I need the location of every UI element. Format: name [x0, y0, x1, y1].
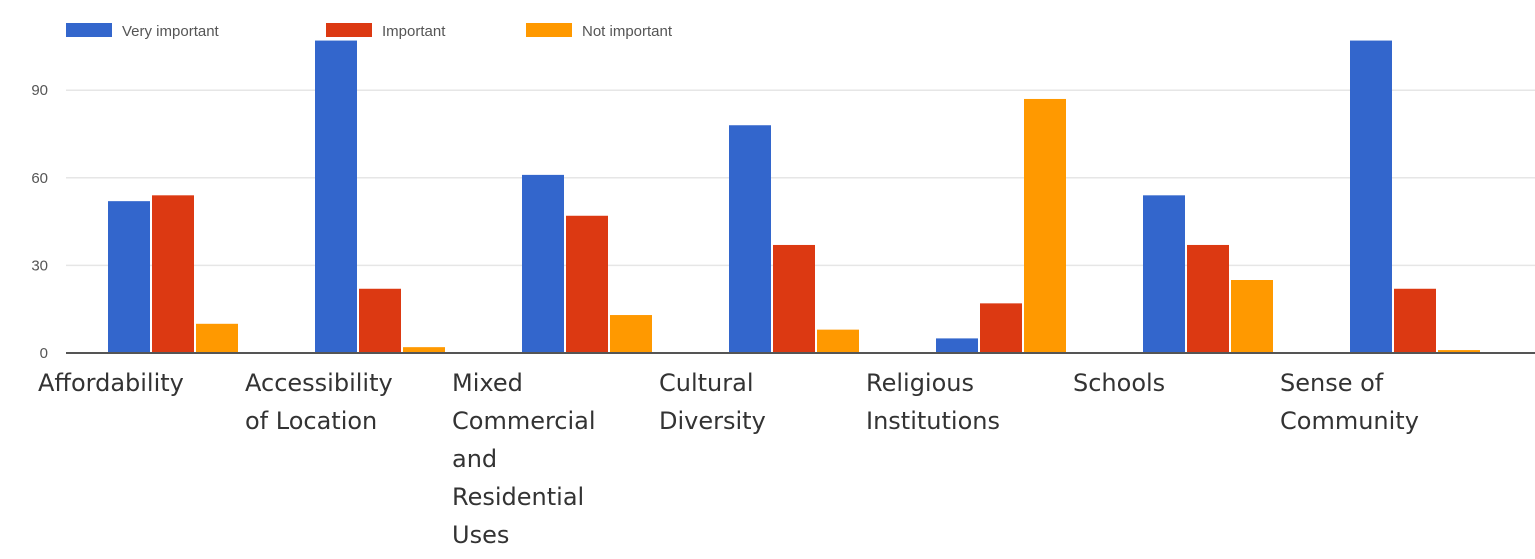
legend-item-important: Important: [326, 23, 446, 40]
category-label-accessibility-of-location: Accessibility of Location: [245, 369, 393, 435]
bar-cultural-diversity-very-important: [729, 125, 771, 354]
category-labels: Affordability Accessibility of Location Mix…: [38, 369, 1419, 549]
bar-sense-of-community-not-important: [1438, 350, 1480, 353]
category-label-schools: Schools: [1073, 369, 1165, 397]
category-label-affordability: Affordability: [38, 369, 184, 397]
legend-label: Not important: [582, 23, 673, 40]
bar-accessibility-of-location-not-important: [403, 347, 445, 353]
bars: [108, 40, 1480, 354]
bar-affordability-very-important: [108, 201, 150, 353]
y-tick-label: 60: [31, 170, 48, 187]
bar-religious-institutions-not-important: [1024, 98, 1066, 354]
bar-mixed-commercial-and-residential-uses-not-important: [610, 315, 652, 353]
category-label-cultural-diversity: Cultural Diversity: [659, 369, 766, 435]
bar-religious-institutions-important: [980, 303, 1022, 353]
bar-mixed-commercial-and-residential-uses-important: [566, 215, 608, 353]
bar-sense-of-community-very-important: [1350, 40, 1392, 354]
legend-label: Very important: [122, 23, 220, 40]
bar-accessibility-of-location-important: [359, 288, 401, 353]
y-axis-ticks: 0 30 60 90: [31, 82, 48, 362]
legend-label: Important: [382, 23, 446, 40]
bar-mixed-commercial-and-residential-uses-very-important: [522, 174, 564, 353]
y-tick-label: 90: [31, 82, 48, 99]
category-label-mixed-commercial-and-residential-uses: Mixed Commercial and Residential Uses: [452, 369, 596, 549]
bar-affordability-important: [152, 195, 194, 353]
y-tick-label: 30: [31, 257, 48, 274]
category-label-sense-of-community: Sense of Community: [1280, 369, 1419, 435]
legend-swatch: [526, 23, 572, 37]
bar-accessibility-of-location-very-important: [315, 40, 357, 354]
bar-cultural-diversity-not-important: [817, 329, 859, 353]
bar-schools-very-important: [1143, 195, 1185, 353]
legend-item-not-important: Not important: [526, 23, 673, 40]
bar-schools-important: [1187, 244, 1229, 353]
legend: Very important Important Not important: [66, 23, 673, 40]
y-tick-label: 0: [40, 345, 48, 362]
legend-swatch: [326, 23, 372, 37]
bar-affordability-not-important: [196, 323, 238, 353]
bar-cultural-diversity-important: [773, 244, 815, 353]
legend-item-very-important: Very important: [66, 23, 220, 40]
bar-religious-institutions-very-important: [936, 338, 978, 353]
category-label-religious-institutions: Religious Institutions: [866, 369, 1000, 435]
bar-schools-not-important: [1231, 280, 1273, 353]
bar-sense-of-community-important: [1394, 288, 1436, 353]
legend-swatch: [66, 23, 112, 37]
gridlines: [66, 89, 1535, 267]
